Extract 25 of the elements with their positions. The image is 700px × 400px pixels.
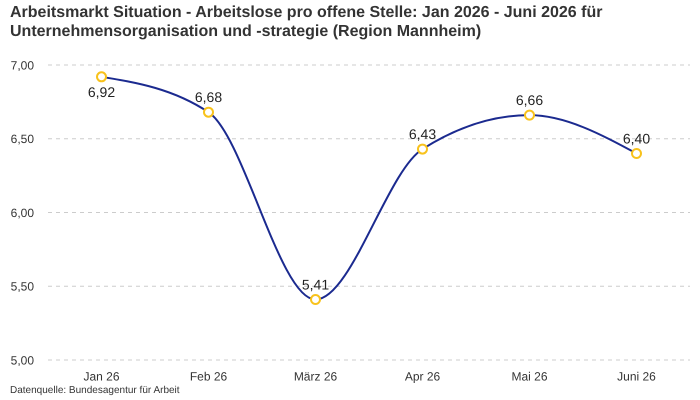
y-tick-label: 6,00 — [10, 206, 34, 220]
y-tick-label: 6,50 — [10, 132, 34, 146]
point — [203, 106, 214, 118]
text: Datenquelle: Bundesagentur für Arbeit — [10, 385, 180, 397]
point — [631, 148, 642, 159]
point — [310, 294, 321, 306]
point — [417, 144, 428, 155]
chart-title: Arbeitsmarkt Situation - Arbeitslose pro offene Stelle: Jan 2026 - Juni 2026 für Unternehmensorganisation und -strategie (Region Mannheim) — [10, 3, 604, 41]
data-label: 6,92 — [88, 84, 116, 100]
x-tick-label: Apr 26 — [404, 370, 440, 384]
x-tick-label: Juni 26 — [617, 370, 656, 384]
data-label: 6,40 — [622, 130, 650, 146]
y-tick-label: 5,50 — [10, 280, 34, 294]
data-label: 6,68 — [194, 89, 222, 106]
data-label: 5,41 — [302, 276, 330, 293]
y-tick-label: 7,00 — [10, 58, 34, 72]
point — [96, 71, 107, 82]
x-tick-label: Mai 26 — [511, 370, 548, 384]
data-label: 6,43 — [408, 126, 436, 142]
y-tick-label: 5,00 — [10, 353, 34, 368]
point — [524, 110, 535, 121]
x-tick-label: Feb 26 — [190, 370, 228, 384]
x-tick-label: Jan 26 — [83, 370, 120, 384]
data-label: 6,66 — [516, 92, 544, 108]
x-tick-label: März 26 — [294, 370, 338, 384]
